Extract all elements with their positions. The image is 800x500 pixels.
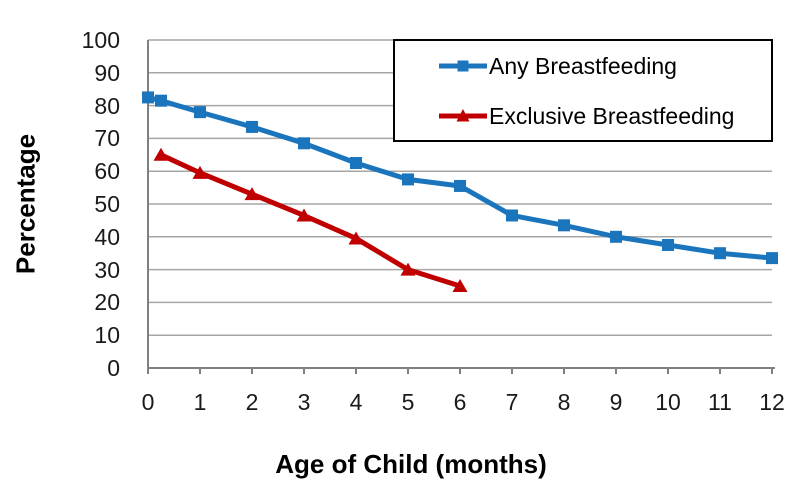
y-tick-label-10: 10 [94,322,120,349]
square-marker-any-breastfeeding [766,252,778,265]
legend-triangle-marker-icon [439,109,487,122]
legend-item-any-breastfeeding: Any Breastfeeding [439,41,677,91]
triangle-marker-exclusive-breastfeeding [296,208,312,222]
legend-label-exclusive-breastfeeding: Exclusive Breastfeeding [489,102,735,129]
x-tick-label-3: 3 [297,389,311,415]
x-tick-label-5: 5 [401,389,415,415]
square-marker-any-breastfeeding [662,239,674,251]
x-tick-label-6: 6 [453,389,467,415]
triangle-marker-exclusive-breastfeeding [452,279,468,292]
y-tick-label-50: 50 [94,191,120,217]
square-marker-any-breastfeeding [350,157,362,169]
square-marker-any-breastfeeding [298,137,310,150]
square-marker-any-breastfeeding [155,94,167,107]
triangle-marker-exclusive-breastfeeding [153,147,169,161]
x-tick-label-10: 10 [655,389,681,415]
square-marker-any-breastfeeding [506,209,518,222]
x-axis-title: Age of Child (months) [275,449,547,479]
y-tick-label-30: 30 [94,256,120,283]
legend-item-exclusive-breastfeeding: Exclusive Breastfeeding [439,91,734,141]
square-marker-any-breastfeeding [142,91,154,104]
legend-square-marker-icon [439,60,487,72]
y-tick-label-60: 60 [94,158,120,185]
triangle-marker-exclusive-breastfeeding [348,231,364,245]
legend: Any Breastfeeding Exclusive Breastfeeding [393,39,773,142]
x-tick-label-7: 7 [505,389,519,415]
triangle-marker-exclusive-breastfeeding [192,165,208,179]
y-tick-label-40: 40 [94,223,120,250]
square-marker-any-breastfeeding [610,230,622,243]
y-tick-label-70: 70 [94,125,120,152]
x-tick-label-12: 12 [759,389,785,415]
y-tick-label-20: 20 [94,289,120,316]
y-tick-label-90: 90 [94,59,120,86]
x-tick-label-4: 4 [349,389,363,415]
y-tick-label-100: 100 [81,27,120,53]
x-tick-label-9: 9 [609,389,623,415]
triangle-marker-exclusive-breastfeeding [400,262,416,276]
x-tick-label-11: 11 [708,389,732,415]
square-marker-any-breastfeeding [194,106,206,119]
square-marker-any-breastfeeding [558,219,570,232]
triangle-marker-exclusive-breastfeeding [244,187,260,201]
series-line-any-breastfeeding [145,94,775,261]
x-tick-label-2: 2 [245,389,259,415]
legend-label-any-breastfeeding: Any Breastfeeding [489,52,677,79]
square-marker-any-breastfeeding [246,120,258,133]
square-marker-any-breastfeeding [402,173,414,186]
x-tick-label-1: 1 [193,389,207,415]
y-tick-label-80: 80 [94,92,120,119]
square-marker-any-breastfeeding [714,247,726,260]
x-tick-label-0: 0 [141,389,155,415]
x-tick-label-8: 8 [557,389,571,415]
square-marker-any-breastfeeding [454,179,466,192]
y-tick-label-0: 0 [107,355,120,381]
